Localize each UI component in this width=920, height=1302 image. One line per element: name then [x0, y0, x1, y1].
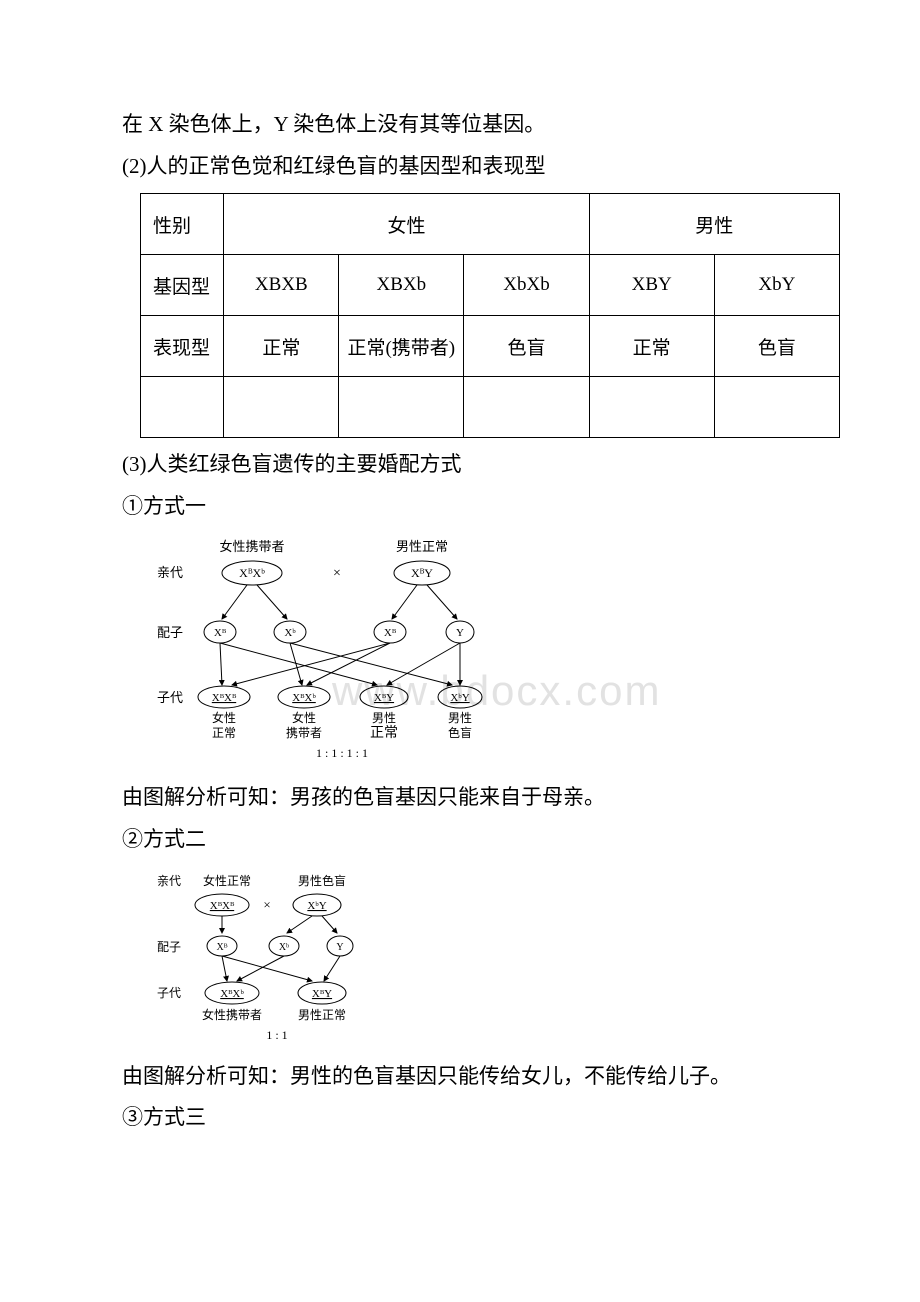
d1-row-gamete: 配子 — [157, 625, 183, 640]
table-row: 表现型 正常 正常(携带者) 色盲 正常 色盲 — [141, 316, 840, 377]
d1-c2l1: 女性 — [292, 710, 316, 725]
d2-row-child: 子代 — [157, 986, 181, 1000]
inheritance-diagram-2: 亲代 女性正常 男性色盲 XᴮXᴮ × XᵇY 配子 Xᴮ Xᵇ Y — [152, 871, 392, 1046]
cell-empty — [141, 377, 224, 438]
d1-header-female: 女性携带者 — [219, 539, 284, 554]
d1-cross: × — [333, 566, 341, 581]
d1-parent-m: XᴮY — [411, 566, 433, 580]
paragraph-line1: 在 X 染色体上，Y 染色体上没有其等位基因。 — [80, 108, 840, 142]
cell-female: 女性 — [224, 194, 589, 255]
d1-g4: Y — [456, 627, 464, 639]
cell-genotype: XBY — [589, 255, 714, 316]
d1-c3: XᴮY — [374, 692, 394, 704]
d1-row-parent: 亲代 — [157, 565, 183, 580]
d1-g2: Xᵇ — [284, 627, 296, 639]
d1-g1: Xᴮ — [214, 627, 227, 639]
d1-ratio: 1 : 1 : 1 : 1 — [316, 746, 368, 760]
cell-phenotype: 色盲 — [464, 316, 589, 377]
d2-header-female: 女性正常 — [203, 873, 251, 888]
d2-row-parent: 亲代 — [157, 874, 181, 888]
table-row: 性别 女性 男性 — [141, 194, 840, 255]
cell-genotype: XbY — [714, 255, 839, 316]
d1-g3: Xᴮ — [384, 627, 397, 639]
cell-genotype-label: 基因型 — [141, 255, 224, 316]
table-row — [141, 377, 840, 438]
cell-phenotype: 正常 — [224, 316, 339, 377]
d1-c1l1: 女性 — [212, 710, 236, 725]
d1-c4: XᵇY — [450, 692, 469, 704]
d1-parent-f: XᴮXᵇ — [239, 566, 265, 580]
document-page: 在 X 染色体上，Y 染色体上没有其等位基因。 (2)人的正常色觉和红绿色盲的基… — [0, 0, 920, 1203]
d1-c3l2: 正常 — [370, 725, 398, 741]
d2-pf: XᴮXᴮ — [210, 900, 235, 912]
d2-g3: Y — [336, 942, 343, 953]
d1-c2: XᴮXᵇ — [292, 692, 316, 704]
cell-phenotype: 正常 — [589, 316, 714, 377]
d2-header-male: 男性色盲 — [298, 873, 346, 888]
d2-cross: × — [263, 897, 270, 912]
cell-gender-label: 性别 — [141, 194, 224, 255]
cell-male: 男性 — [589, 194, 839, 255]
d2-c1: XᴮXᵇ — [220, 988, 244, 1000]
cell-genotype: XbXb — [464, 255, 589, 316]
cell-empty — [339, 377, 464, 438]
d1-c2l2: 携带者 — [286, 725, 322, 740]
paragraph-line2: (2)人的正常色觉和红绿色盲的基因型和表现型 — [80, 150, 840, 184]
d1-c3l1: 男性 — [372, 711, 396, 725]
method2-title: ②方式二 — [80, 823, 840, 857]
cell-genotype: XBXb — [339, 255, 464, 316]
method1-conclusion: 由图解分析可知：男孩的色盲基因只能来自于母亲。 — [80, 781, 840, 815]
method1-title: ①方式一 — [80, 490, 840, 524]
method2-conclusion: 由图解分析可知：男性的色盲基因只能传给女儿，不能传给儿子。 — [80, 1060, 840, 1094]
d2-g1: Xᴮ — [216, 942, 227, 953]
cell-empty — [464, 377, 589, 438]
diagram-2: 亲代 女性正常 男性色盲 XᴮXᴮ × XᵇY 配子 Xᴮ Xᵇ Y — [152, 871, 840, 1046]
cell-empty — [714, 377, 839, 438]
d1-c1l2: 正常 — [212, 726, 236, 740]
d2-c2: XᴮY — [312, 988, 332, 1000]
d2-c1l: 女性携带者 — [202, 1007, 262, 1022]
d1-header-male: 男性正常 — [396, 539, 448, 554]
d2-pm: XᵇY — [307, 900, 326, 912]
inheritance-diagram-1: 女性携带者 男性正常 亲代 配子 子代 XᴮXᵇ × XᴮY Xᴮ Xᵇ Xᴮ — [152, 537, 512, 767]
d1-c4l1: 男性 — [448, 711, 472, 725]
d2-c2l: 男性正常 — [298, 1008, 346, 1022]
d1-row-child: 子代 — [157, 690, 183, 705]
cell-phenotype-label: 表现型 — [141, 316, 224, 377]
cell-empty — [589, 377, 714, 438]
diagram-1: www.bdocx.com 女性携带者 男性正常 亲代 配子 子代 XᴮXᵇ ×… — [152, 537, 840, 767]
d2-g2: Xᵇ — [279, 942, 289, 953]
paragraph-line3: (3)人类红绿色盲遗传的主要婚配方式 — [80, 448, 840, 482]
d2-row-gamete: 配子 — [157, 940, 181, 954]
cell-phenotype: 色盲 — [714, 316, 839, 377]
cell-genotype: XBXB — [224, 255, 339, 316]
genotype-table: 性别 女性 男性 基因型 XBXB XBXb XbXb XBY XbY 表现型 … — [140, 193, 840, 438]
d2-ratio: 1 : 1 — [266, 1028, 287, 1042]
d1-c1: XᴮXᴮ — [212, 692, 237, 704]
cell-phenotype: 正常(携带者) — [339, 316, 464, 377]
d1-c4l2: 色盲 — [448, 725, 472, 740]
cell-empty — [224, 377, 339, 438]
method3-title: ③方式三 — [80, 1101, 840, 1135]
table-row: 基因型 XBXB XBXb XbXb XBY XbY — [141, 255, 840, 316]
